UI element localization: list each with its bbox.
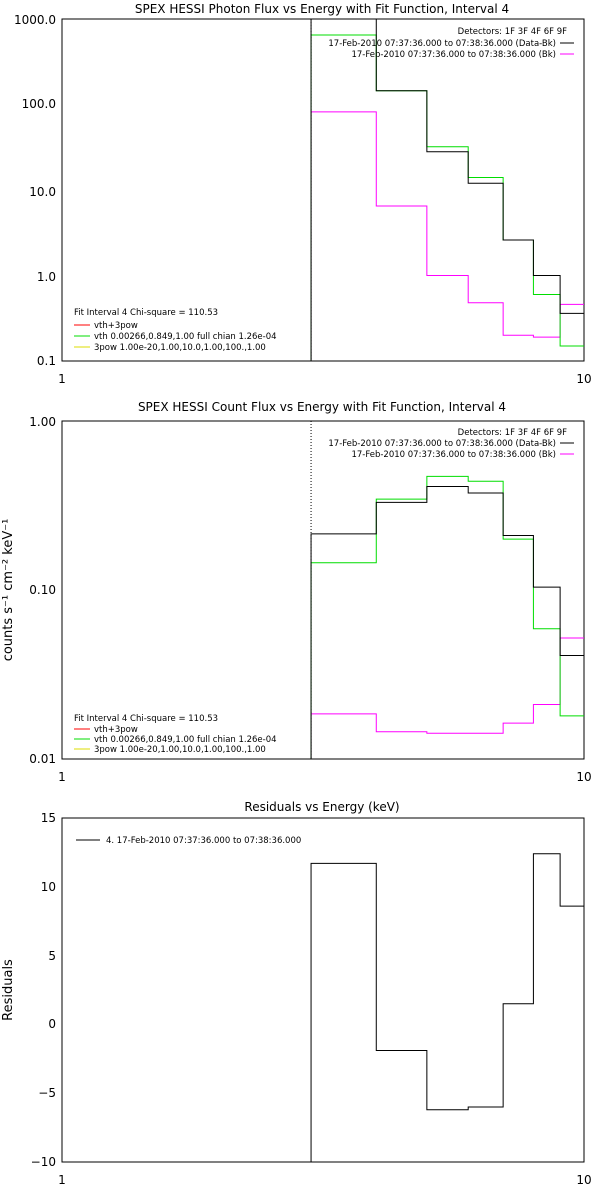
residuals-y-tick-label: 10 xyxy=(41,880,56,894)
count-flux-title: SPEX HESSI Count Flux vs Energy with Fit… xyxy=(138,400,506,414)
count-flux-detectors-label: Detectors: 1F 3F 4F 6F 9F xyxy=(458,428,567,438)
residuals-y-tick-label: 0 xyxy=(48,1017,56,1031)
photon-flux-y-tick-label: 1000.0 xyxy=(14,13,56,27)
count-flux-series-2-step-line xyxy=(310,475,584,759)
count-flux-legend-bk-label: 17-Feb-2010 07:37:36.000 to 07:38:36.000… xyxy=(351,450,556,460)
photon-flux-x-tick-label: 1 xyxy=(58,372,66,386)
photon-flux-fit-header: Fit Interval 4 Chi-square = 110.53 xyxy=(74,308,218,318)
photon-flux-series-2-step-line xyxy=(310,34,584,361)
residuals-y-tick-label: −10 xyxy=(31,1155,56,1169)
count-flux-legend-bottom: Fit Interval 4 Chi-square = 110.53 vth+3… xyxy=(74,714,277,755)
residuals-panel: Residuals vs Energy (keV) Residuals −10 … xyxy=(1,800,592,1187)
count-flux-fit-vth-label: vth 0.00266,0.849,1.00 full chian 1.26e-… xyxy=(94,735,277,745)
photon-flux-x-tick-label: 10 xyxy=(576,372,591,386)
count-flux-plot-area xyxy=(310,421,584,759)
photon-flux-fit-vth3pow-label: vth+3pow xyxy=(94,321,138,331)
residuals-legend: 4. 17-Feb-2010 07:37:36.000 to 07:38:36.… xyxy=(76,836,301,846)
count-flux-fit-header: Fit Interval 4 Chi-square = 110.53 xyxy=(74,714,218,724)
count-flux-x-ticks: 1 10 xyxy=(58,770,591,784)
photon-flux-series-1-step-line xyxy=(310,111,584,361)
residuals-y-tick-label: 15 xyxy=(41,811,56,825)
count-flux-legend-top: Detectors: 1F 3F 4F 6F 9F 17-Feb-2010 07… xyxy=(328,428,574,460)
residuals-y-tick-label: −5 xyxy=(38,1086,56,1100)
photon-flux-y-ticks: 0.1 1.0 10.0 100.0 1000.0 xyxy=(14,13,56,368)
count-flux-y-tick-label: 1.00 xyxy=(29,415,56,429)
count-flux-fit-vth3pow-label: vth+3pow xyxy=(94,725,138,735)
photon-flux-legend-bottom: Fit Interval 4 Chi-square = 110.53 vth+3… xyxy=(74,308,277,353)
photon-flux-y-tick-label: 10.0 xyxy=(29,185,56,199)
count-flux-y-ticks: 0.01 0.10 1.00 xyxy=(29,415,56,766)
photon-flux-legend-bk-label: 17-Feb-2010 07:37:36.000 to 07:38:36.000… xyxy=(351,50,556,60)
count-flux-series-1-step-line xyxy=(310,637,584,759)
photon-flux-legend-top: Detectors: 1F 3F 4F 6F 9F 17-Feb-2010 07… xyxy=(328,27,574,60)
photon-flux-plot-area xyxy=(310,18,584,361)
photon-flux-legend-data-label: 17-Feb-2010 07:37:36.000 to 07:38:36.000… xyxy=(328,39,556,49)
residuals-legend-label: 4. 17-Feb-2010 07:37:36.000 to 07:38:36.… xyxy=(106,836,301,846)
count-flux-series-0-step-line xyxy=(310,485,584,759)
count-flux-plot-frame xyxy=(61,420,585,760)
photon-flux-title: SPEX HESSI Photon Flux vs Energy with Fi… xyxy=(135,2,509,16)
residuals-title: Residuals vs Energy (keV) xyxy=(244,800,399,814)
residuals-plot-area xyxy=(310,853,584,1162)
count-flux-y-axis-label: counts s⁻¹ cm⁻² keV⁻¹ xyxy=(1,519,16,662)
residuals-series-0-step-line xyxy=(310,853,584,1162)
residuals-y-axis-label: Residuals xyxy=(1,959,16,1021)
photon-flux-fit-vth-label: vth 0.00266,0.849,1.00 full chian 1.26e-… xyxy=(94,332,277,342)
photon-flux-panel: SPEX HESSI Photon Flux vs Energy with Fi… xyxy=(14,2,592,386)
photon-flux-x-ticks: 1 10 xyxy=(58,372,591,386)
residuals-x-tick-label: 10 xyxy=(576,1173,591,1187)
count-flux-fit-3pow-label: 3pow 1.00e-20,1.00,10.0,1.00,100.,1.00 xyxy=(94,745,266,755)
count-flux-y-tick-label: 0.10 xyxy=(29,583,56,597)
count-flux-x-tick-label: 1 xyxy=(58,770,66,784)
photon-flux-y-tick-label: 100.0 xyxy=(22,97,56,111)
photon-flux-series-0-step-line xyxy=(310,18,584,361)
count-flux-legend-data-label: 17-Feb-2010 07:37:36.000 to 07:38:36.000… xyxy=(328,439,556,449)
residuals-x-tick-label: 1 xyxy=(58,1173,66,1187)
count-flux-x-tick-label: 10 xyxy=(576,770,591,784)
photon-flux-fit-3pow-label: 3pow 1.00e-20,1.00,10.0,1.00,100.,1.00 xyxy=(94,343,266,353)
count-flux-panel: SPEX HESSI Count Flux vs Energy with Fit… xyxy=(1,400,592,784)
photon-flux-detectors-label: Detectors: 1F 3F 4F 6F 9F xyxy=(458,27,567,37)
residuals-plot-frame xyxy=(61,817,585,1163)
count-flux-y-tick-label: 0.01 xyxy=(29,752,56,766)
residuals-y-ticks: −10 −5 0 5 10 15 xyxy=(31,811,56,1169)
photon-flux-y-tick-label: 0.1 xyxy=(37,354,56,368)
residuals-y-tick-label: 5 xyxy=(48,949,56,963)
photon-flux-y-tick-label: 1.0 xyxy=(37,270,56,284)
residuals-x-ticks: 1 10 xyxy=(58,1173,591,1187)
